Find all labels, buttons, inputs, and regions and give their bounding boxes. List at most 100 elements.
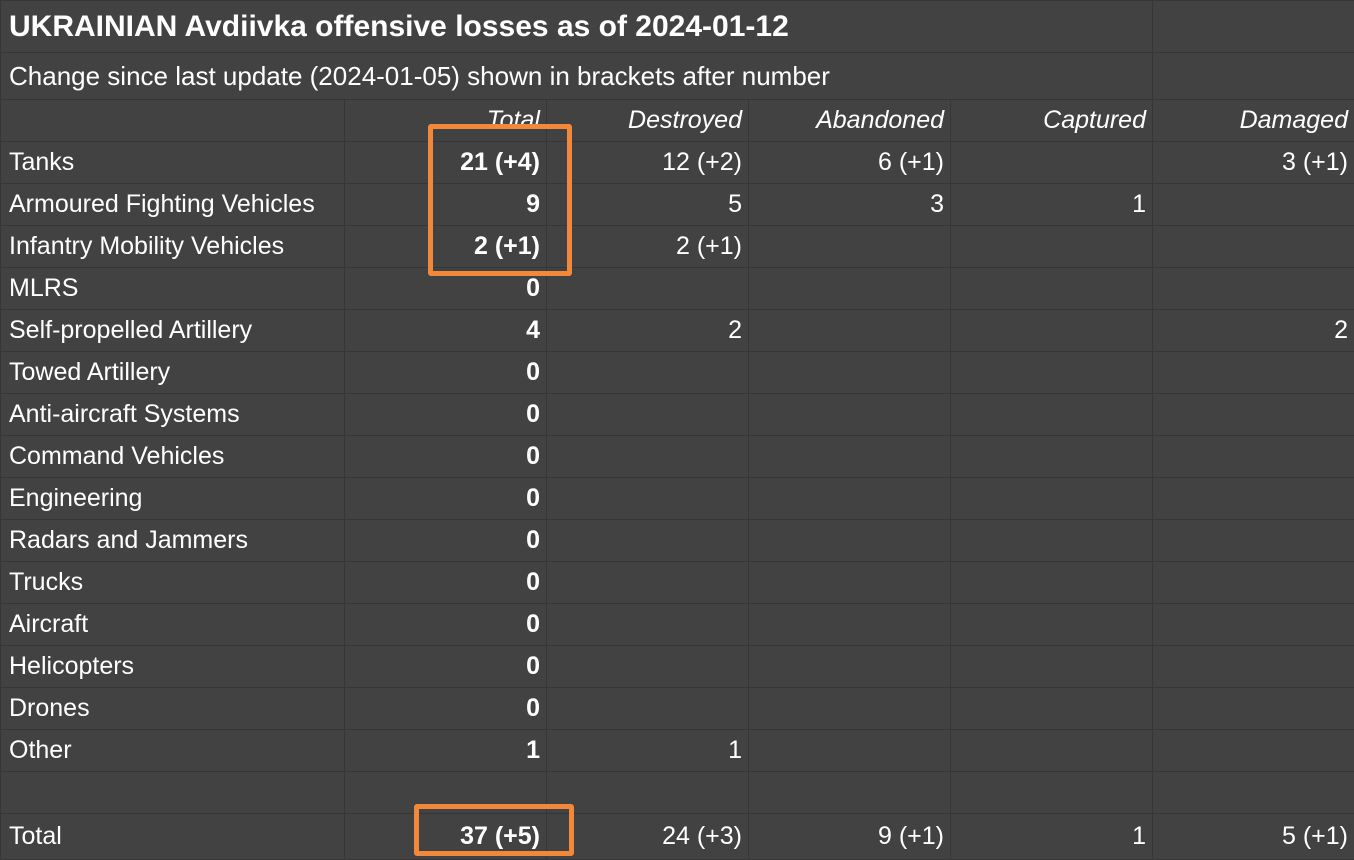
category-cell[interactable]: Tanks — [1, 142, 345, 184]
damaged-cell[interactable] — [1153, 184, 1354, 226]
total-cell[interactable]: 0 — [345, 268, 547, 310]
category-cell[interactable]: Trucks — [1, 562, 345, 604]
captured-cell[interactable] — [951, 142, 1153, 184]
destroyed-cell[interactable] — [547, 268, 749, 310]
damaged-cell[interactable] — [1153, 436, 1354, 478]
sheet-title[interactable]: UKRAINIAN Avdiivka offensive losses as o… — [1, 1, 1153, 53]
category-cell[interactable]: Armoured Fighting Vehicles — [1, 184, 345, 226]
total-cell[interactable]: 4 — [345, 310, 547, 352]
destroyed-cell[interactable]: 5 — [547, 184, 749, 226]
total-cell[interactable]: 0 — [345, 604, 547, 646]
sheet-subtitle[interactable]: Change since last update (2024-01-05) sh… — [1, 53, 1153, 100]
empty-cell[interactable] — [1153, 772, 1354, 814]
destroyed-cell[interactable] — [547, 604, 749, 646]
destroyed-cell[interactable] — [547, 478, 749, 520]
total-cell[interactable]: 0 — [345, 394, 547, 436]
empty-cell[interactable] — [547, 772, 749, 814]
category-cell[interactable]: Infantry Mobility Vehicles — [1, 226, 345, 268]
empty-cell[interactable] — [749, 772, 951, 814]
category-cell[interactable]: MLRS — [1, 268, 345, 310]
damaged-cell[interactable] — [1153, 478, 1354, 520]
category-cell[interactable]: Command Vehicles — [1, 436, 345, 478]
total-cell[interactable]: 0 — [345, 478, 547, 520]
destroyed-cell[interactable]: 2 — [547, 310, 749, 352]
damaged-cell[interactable] — [1153, 520, 1354, 562]
empty-cell[interactable] — [1153, 1, 1354, 53]
destroyed-cell[interactable] — [547, 394, 749, 436]
destroyed-cell[interactable]: 24 (+3) — [547, 814, 749, 860]
category-cell[interactable]: Aircraft — [1, 604, 345, 646]
captured-cell[interactable] — [951, 688, 1153, 730]
destroyed-cell[interactable] — [547, 520, 749, 562]
total-cell[interactable]: 0 — [345, 562, 547, 604]
empty-cell[interactable] — [1, 772, 345, 814]
header-abandoned[interactable]: Abandoned — [749, 100, 951, 142]
header-total[interactable]: Total — [345, 100, 547, 142]
category-cell[interactable]: Self-propelled Artillery — [1, 310, 345, 352]
total-cell[interactable]: 37 (+5) — [345, 814, 547, 860]
header-destroyed[interactable]: Destroyed — [547, 100, 749, 142]
destroyed-cell[interactable] — [547, 352, 749, 394]
captured-cell[interactable] — [951, 520, 1153, 562]
damaged-cell[interactable] — [1153, 394, 1354, 436]
damaged-cell[interactable]: 5 (+1) — [1153, 814, 1354, 860]
captured-cell[interactable] — [951, 436, 1153, 478]
captured-cell[interactable] — [951, 352, 1153, 394]
destroyed-cell[interactable] — [547, 436, 749, 478]
abandoned-cell[interactable] — [749, 688, 951, 730]
damaged-cell[interactable] — [1153, 646, 1354, 688]
abandoned-cell[interactable] — [749, 310, 951, 352]
abandoned-cell[interactable] — [749, 478, 951, 520]
destroyed-cell[interactable]: 1 — [547, 730, 749, 772]
damaged-cell[interactable] — [1153, 268, 1354, 310]
captured-cell[interactable] — [951, 478, 1153, 520]
destroyed-cell[interactable] — [547, 646, 749, 688]
total-cell[interactable]: 0 — [345, 352, 547, 394]
damaged-cell[interactable] — [1153, 730, 1354, 772]
abandoned-cell[interactable]: 9 (+1) — [749, 814, 951, 860]
damaged-cell[interactable] — [1153, 352, 1354, 394]
captured-cell[interactable] — [951, 310, 1153, 352]
empty-cell[interactable] — [951, 772, 1153, 814]
destroyed-cell[interactable] — [547, 562, 749, 604]
category-cell[interactable]: Towed Artillery — [1, 352, 345, 394]
abandoned-cell[interactable] — [749, 646, 951, 688]
abandoned-cell[interactable] — [749, 394, 951, 436]
damaged-cell[interactable] — [1153, 226, 1354, 268]
abandoned-cell[interactable] — [749, 604, 951, 646]
category-cell[interactable]: Anti-aircraft Systems — [1, 394, 345, 436]
abandoned-cell[interactable] — [749, 436, 951, 478]
damaged-cell[interactable]: 2 — [1153, 310, 1354, 352]
captured-cell[interactable]: 1 — [951, 814, 1153, 860]
category-cell[interactable]: Radars and Jammers — [1, 520, 345, 562]
abandoned-cell[interactable] — [749, 520, 951, 562]
total-cell[interactable]: 0 — [345, 520, 547, 562]
total-cell[interactable]: 1 — [345, 730, 547, 772]
abandoned-cell[interactable] — [749, 268, 951, 310]
empty-cell[interactable] — [1153, 53, 1354, 100]
destroyed-cell[interactable]: 2 (+1) — [547, 226, 749, 268]
captured-cell[interactable] — [951, 604, 1153, 646]
category-cell[interactable]: Total — [1, 814, 345, 860]
destroyed-cell[interactable]: 12 (+2) — [547, 142, 749, 184]
abandoned-cell[interactable] — [749, 730, 951, 772]
total-cell[interactable]: 21 (+4) — [345, 142, 547, 184]
captured-cell[interactable] — [951, 226, 1153, 268]
total-cell[interactable]: 9 — [345, 184, 547, 226]
abandoned-cell[interactable] — [749, 226, 951, 268]
total-cell[interactable]: 0 — [345, 646, 547, 688]
total-cell[interactable]: 0 — [345, 436, 547, 478]
category-cell[interactable]: Other — [1, 730, 345, 772]
category-cell[interactable]: Helicopters — [1, 646, 345, 688]
header-damaged[interactable]: Damaged — [1153, 100, 1354, 142]
abandoned-cell[interactable] — [749, 562, 951, 604]
total-cell[interactable]: 0 — [345, 688, 547, 730]
empty-cell[interactable] — [345, 772, 547, 814]
captured-cell[interactable] — [951, 646, 1153, 688]
damaged-cell[interactable] — [1153, 688, 1354, 730]
abandoned-cell[interactable]: 3 — [749, 184, 951, 226]
destroyed-cell[interactable] — [547, 688, 749, 730]
empty-cell[interactable] — [1, 100, 345, 142]
captured-cell[interactable] — [951, 562, 1153, 604]
abandoned-cell[interactable] — [749, 352, 951, 394]
